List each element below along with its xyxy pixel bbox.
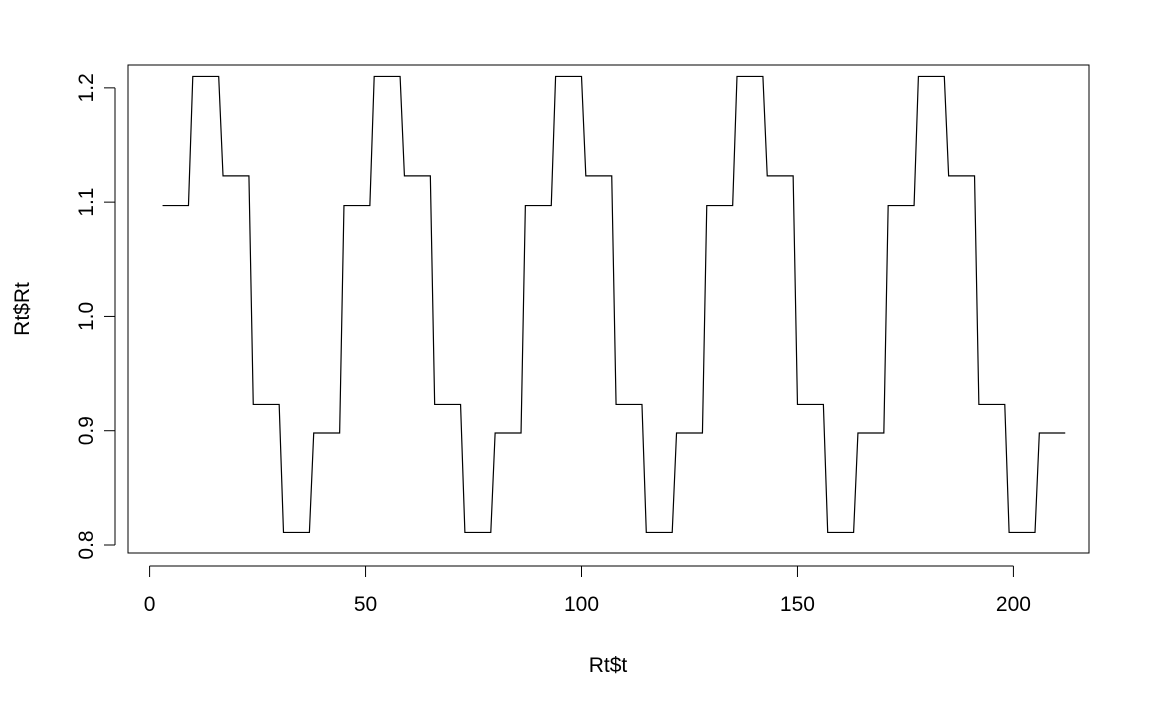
x-axis-title: Rt$t bbox=[589, 654, 628, 677]
x-tick-label: 100 bbox=[564, 593, 599, 616]
series-layer bbox=[162, 75, 1066, 534]
y-axis-title: Rt$Rt bbox=[11, 282, 34, 336]
y-tick-label: 0.9 bbox=[75, 416, 98, 445]
x-tick-label: 150 bbox=[780, 593, 815, 616]
plot-frame bbox=[127, 64, 1090, 554]
x-tick-label: 200 bbox=[996, 593, 1031, 616]
x-tick-label: 0 bbox=[144, 593, 156, 616]
x-axis: 0 50 100 150 200 bbox=[144, 565, 1031, 616]
y-tick-label: 1.1 bbox=[75, 188, 98, 217]
y-tick-label: 0.8 bbox=[75, 530, 98, 559]
series-line-0 bbox=[162, 75, 1066, 534]
y-tick-label: 1.2 bbox=[75, 73, 98, 102]
y-axis: 0.8 0.9 1.0 1.1 1.2 bbox=[75, 73, 116, 560]
y-tick-label: 1.0 bbox=[75, 302, 98, 331]
x-tick-label: 50 bbox=[354, 593, 377, 616]
